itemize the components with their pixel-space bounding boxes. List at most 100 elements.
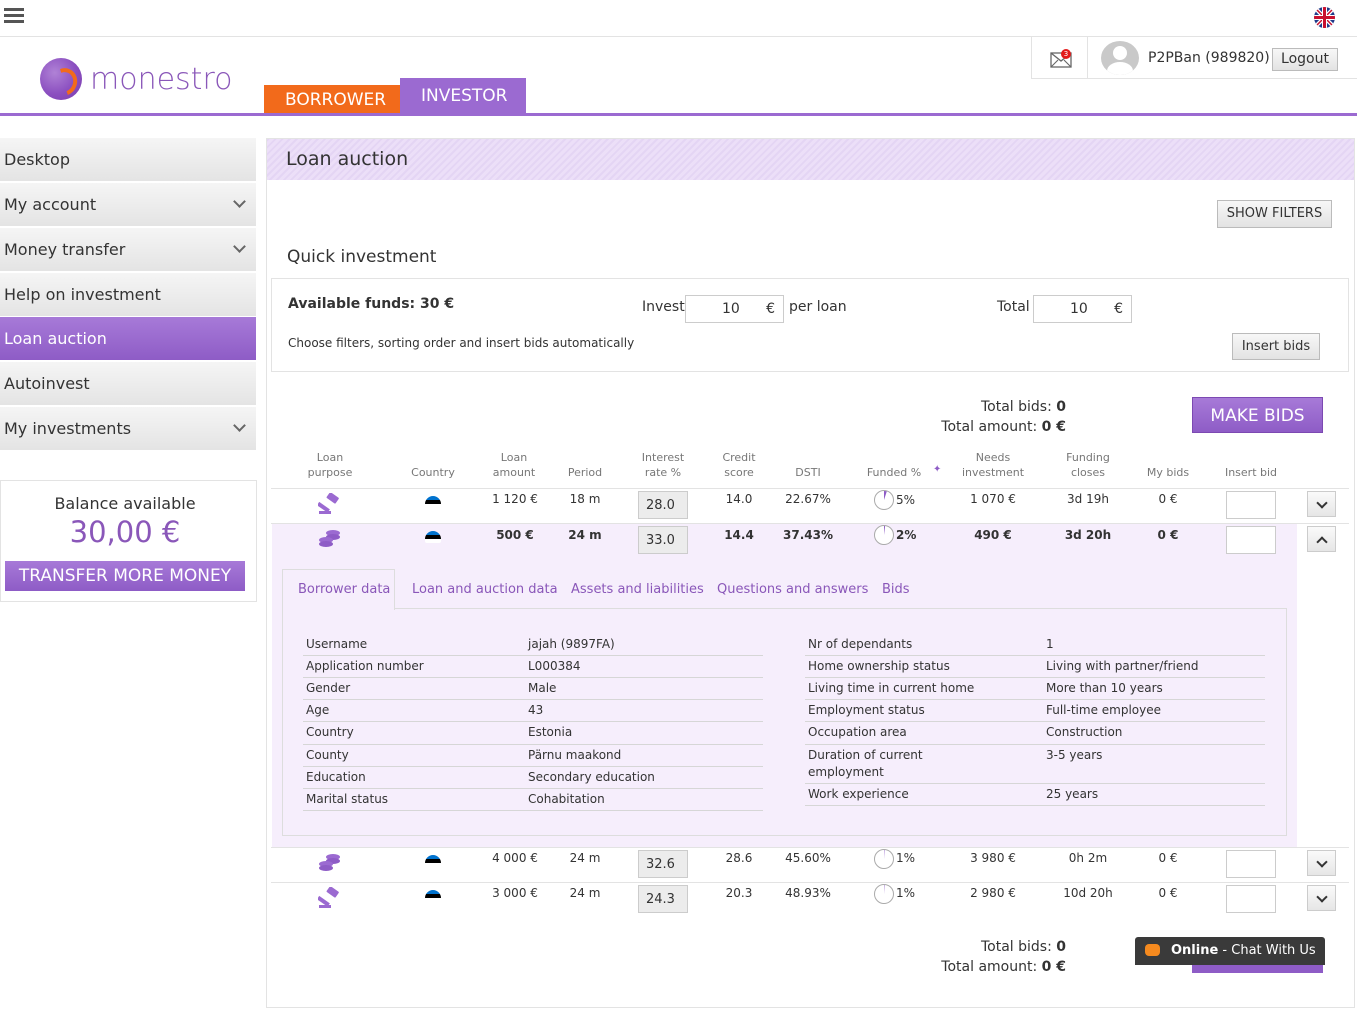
- sidebar-item-help-on-investment[interactable]: Help on investment: [0, 273, 256, 317]
- chat-widget[interactable]: Online - Chat With Us: [1135, 937, 1325, 965]
- divider: [805, 699, 1265, 700]
- detail-value: Pärnu maakond: [528, 748, 622, 762]
- expand-row-button[interactable]: [1307, 850, 1336, 876]
- avatar[interactable]: [1101, 41, 1139, 75]
- col-country[interactable]: Country: [411, 466, 455, 479]
- uk-flag-icon[interactable]: [1314, 7, 1335, 28]
- header-text: Loan: [316, 451, 344, 464]
- total-amount: Total amount: 0 €: [866, 419, 1066, 435]
- header-text: purpose: [307, 466, 353, 479]
- invest-value: 10: [722, 301, 740, 317]
- col-period[interactable]: Period: [567, 466, 603, 479]
- sidebar-item-desktop[interactable]: Desktop: [0, 138, 256, 182]
- sidebar-item-my-account[interactable]: My account: [0, 183, 256, 227]
- hammer-icon: [316, 886, 342, 909]
- tab-loan-and-auction-data[interactable]: Loan and auction data: [412, 582, 558, 597]
- divider: [805, 783, 1265, 784]
- chevron-down-icon: [233, 195, 246, 208]
- tab-borrower-data[interactable]: [282, 569, 395, 610]
- loan-amount: 1 120 €: [492, 492, 538, 506]
- transfer-more-money-button[interactable]: TRANSFER MORE MONEY: [5, 561, 245, 591]
- total-value: 10: [1070, 301, 1088, 317]
- sidebar-item-loan-auction[interactable]: Loan auction: [0, 317, 256, 361]
- funding-closes: 3d 19h: [1067, 492, 1109, 506]
- insert-bids-button[interactable]: Insert bids: [1232, 333, 1320, 360]
- header-divider: [0, 113, 1357, 116]
- detail-value: 3-5 years: [1046, 748, 1103, 762]
- sidebar-item-my-investments[interactable]: My investments: [0, 407, 256, 451]
- tab-borrower[interactable]: BORROWER: [264, 85, 400, 114]
- col-loan-amount[interactable]: Loan amount: [479, 450, 549, 480]
- col-credit-score[interactable]: Credit score: [704, 450, 774, 480]
- user-box: [1031, 37, 1357, 79]
- detail-key: Home ownership status: [808, 659, 950, 673]
- total-bids-label: Total bids:: [980, 939, 1052, 955]
- chat-status: Online: [1171, 943, 1219, 958]
- col-insert-bid: Insert bid: [1224, 466, 1278, 479]
- currency-symbol: €: [766, 301, 775, 317]
- tab-bids[interactable]: Bids: [882, 582, 910, 597]
- col-needs-investment[interactable]: Needs investment: [953, 450, 1033, 480]
- credit-score: 14.0: [725, 492, 753, 506]
- chevron-down-icon: [233, 419, 246, 432]
- detail-value: Construction: [1046, 725, 1123, 739]
- header-text: closes: [1070, 466, 1106, 479]
- col-interest-rate[interactable]: Interest rate %: [628, 450, 698, 480]
- collapse-row-button[interactable]: [1307, 526, 1336, 552]
- col-dsti[interactable]: DSTI: [795, 466, 821, 479]
- detail-value: Estonia: [528, 725, 573, 739]
- divider: [805, 744, 1265, 745]
- logout-button[interactable]: Logout: [1272, 48, 1338, 71]
- detail-value: 25 years: [1046, 787, 1099, 801]
- dsti: 37.43%: [783, 528, 833, 542]
- col-loan-purpose[interactable]: Loan purpose: [295, 450, 365, 480]
- expand-row-button[interactable]: [1307, 491, 1336, 517]
- choose-filters-text: Choose filters, sorting order and insert…: [288, 336, 635, 350]
- expand-row-button[interactable]: [1307, 885, 1336, 911]
- tab-assets-and-liabilities[interactable]: Assets and liabilities: [571, 582, 704, 597]
- detail-key: Occupation area: [808, 725, 907, 739]
- sort-icon[interactable]: ✦: [933, 464, 942, 475]
- funding-closes: 0h 2m: [1068, 851, 1108, 865]
- col-my-bids[interactable]: My bids: [1146, 466, 1190, 479]
- interest-rate-field[interactable]: 28.0: [638, 491, 688, 519]
- menu-icon[interactable]: [4, 8, 24, 24]
- col-funding-closes[interactable]: Funding closes: [1053, 450, 1123, 480]
- funded-pie-icon: [874, 884, 894, 904]
- header-text: Loan: [500, 451, 528, 464]
- tab-questions-and-answers[interactable]: Questions and answers: [717, 582, 869, 597]
- insert-bid-input[interactable]: [1226, 850, 1276, 878]
- insert-bid-input[interactable]: [1226, 491, 1276, 519]
- header-text: amount: [492, 466, 536, 479]
- total-amount-input[interactable]: 10 €: [1033, 295, 1132, 323]
- detail-key: Nr of dependants: [808, 637, 913, 651]
- funded-percent: 5%: [896, 493, 916, 507]
- sidebar-item-autoinvest[interactable]: Autoinvest: [0, 362, 256, 406]
- invest-label: Invest: [642, 299, 685, 315]
- sidebar-item-money-transfer[interactable]: Money transfer: [0, 228, 256, 272]
- sidebar-item-label: My account: [4, 195, 97, 214]
- interest-rate-field[interactable]: 33.0: [638, 526, 688, 554]
- insert-bid-input[interactable]: [1226, 885, 1276, 913]
- interest-rate-field[interactable]: 24.3: [638, 885, 688, 913]
- my-bids: 0 €: [1157, 528, 1179, 542]
- detail-value: 43: [528, 703, 544, 717]
- currency-symbol: €: [1114, 301, 1123, 317]
- tab-investor[interactable]: INVESTOR: [400, 78, 526, 114]
- invest-amount-input[interactable]: 10 €: [685, 295, 784, 323]
- show-filters-button[interactable]: SHOW FILTERS: [1217, 200, 1332, 228]
- interest-rate-field[interactable]: 32.6: [638, 850, 688, 878]
- insert-bid-input[interactable]: [1226, 526, 1276, 554]
- tab-borrower-data-label[interactable]: Borrower data: [298, 582, 391, 597]
- chevron-down-icon: [1316, 497, 1328, 509]
- row-divider: [271, 847, 1349, 848]
- quick-investment-box: [271, 278, 1349, 372]
- chevron-down-icon: [1316, 891, 1328, 903]
- monestro-logo[interactable]: monestro: [40, 57, 232, 101]
- divider: [303, 655, 763, 656]
- total-bids-bottom: Total bids: 0: [866, 939, 1066, 955]
- funding-closes: 10d 20h: [1063, 886, 1113, 900]
- total-amount-bottom: Total amount: 0 €: [866, 959, 1066, 975]
- make-bids-button[interactable]: MAKE BIDS: [1192, 397, 1323, 433]
- col-funded[interactable]: Funded %: [866, 466, 922, 479]
